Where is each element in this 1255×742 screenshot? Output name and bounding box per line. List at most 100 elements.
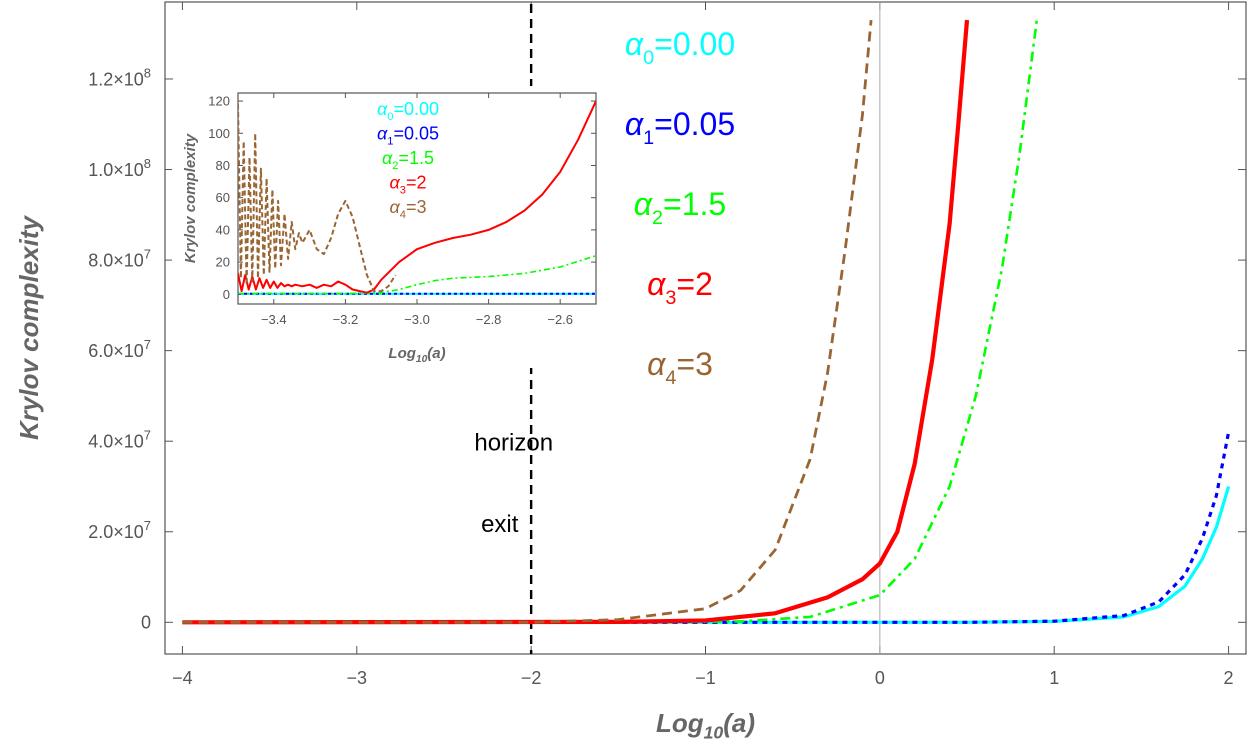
y-tick-mantissa: 0 (141, 613, 151, 633)
x-axis-title: Log10(a) (388, 345, 445, 365)
legend-symbol: α (647, 346, 666, 382)
y-tick-label: 60 (216, 190, 230, 205)
legend-symbol: α (389, 173, 400, 193)
legend-subscript: 1 (643, 127, 654, 149)
y-tick-label: 20 (216, 255, 230, 270)
legend-subscript: 2 (392, 160, 398, 172)
legend-value: =2 (406, 173, 427, 193)
y-tick-mantissa: 6.0×10 (88, 341, 144, 361)
legend-entry: α0=0.00 (377, 99, 439, 123)
x-tick-label: −4 (172, 668, 193, 688)
y-tick-label: 4.0×107 (88, 427, 151, 451)
y-tick-label: 80 (216, 158, 230, 173)
x-axis-title-subscript: 10 (416, 354, 428, 365)
legend-subscript: 4 (665, 367, 676, 389)
x-tick-label: 1 (1049, 668, 1059, 688)
y-tick-exponent: 7 (144, 427, 151, 442)
x-axis-title-tail: (a) (427, 345, 445, 362)
y-tick-exponent: 7 (144, 337, 151, 352)
legend-subscript: 3 (400, 185, 406, 197)
y-tick-exponent: 7 (144, 518, 151, 533)
y-tick-label: 40 (216, 222, 230, 237)
series-line (182, 19, 970, 625)
series-line (182, 19, 873, 624)
y-tick-mantissa: 8.0×10 (88, 250, 144, 270)
y-tick-exponent: 7 (144, 246, 151, 261)
x-tick-label: −2 (521, 668, 542, 688)
legend-symbol: α (625, 26, 644, 62)
x-axis-title-subscript: 10 (704, 723, 724, 742)
legend-subscript: 0 (643, 47, 654, 69)
x-tick-label: −3.4 (261, 312, 287, 327)
legend-subscript: 1 (387, 136, 393, 148)
legend-entry: α3=2 (647, 266, 713, 309)
legend-subscript: 4 (400, 209, 406, 221)
x-axis-title-main: Log (388, 345, 416, 362)
x-axis-title: Log10(a) (656, 708, 755, 742)
y-tick-label: 0 (141, 613, 151, 633)
legend-value: =2 (676, 266, 712, 302)
y-tick-label: 6.0×107 (88, 337, 151, 361)
y-tick-mantissa: 4.0×10 (88, 431, 144, 451)
plot-frame (237, 92, 597, 305)
legend-value: =0.05 (654, 106, 735, 142)
y-tick-label: 1.2×108 (88, 65, 151, 89)
x-tick-label: −3.2 (333, 312, 359, 327)
inset-plot: −3.4 −3.2 −3.0 −2.8 −2.6020406080100120Log10… (172, 86, 604, 368)
legend-entry: α0=0.00 (625, 26, 735, 69)
annotation-label: horizon (474, 429, 553, 456)
legend-symbol: α (382, 148, 393, 168)
x-tick-label: −3.0 (404, 312, 430, 327)
legend-entry: α1=0.05 (625, 106, 735, 149)
legend-entry: α2=1.5 (634, 186, 726, 229)
legend-subscript: 3 (665, 287, 676, 309)
x-tick-label: −3 (347, 668, 368, 688)
y-axis-title: Krylov complexity (14, 214, 44, 440)
legend-entry: α4=3 (389, 197, 426, 221)
legend-value: =1.5 (663, 186, 726, 222)
legend-value: =0.05 (393, 124, 439, 144)
annotation-label: exit (481, 511, 519, 538)
x-tick-label: −2.6 (547, 312, 573, 327)
series-line (182, 431, 1231, 624)
y-tick-label: 0 (223, 287, 230, 302)
series-line (238, 100, 596, 294)
legend-value: =0.00 (654, 26, 735, 62)
y-tick-label: 100 (208, 126, 230, 141)
legend-entry: α3=2 (389, 173, 426, 197)
legend-value: =1.5 (398, 148, 434, 168)
legend-entry: α4=3 (647, 346, 713, 389)
y-tick-mantissa: 1.2×10 (88, 69, 144, 89)
y-tick-label: 8.0×107 (88, 246, 151, 270)
y-tick-label: 120 (208, 94, 230, 109)
legend-symbol: α (634, 186, 653, 222)
legend-subscript: 2 (652, 207, 663, 229)
y-tick-label: 1.0×108 (88, 156, 151, 180)
x-tick-label: −1 (695, 668, 716, 688)
legend-symbol: α (377, 124, 388, 144)
x-tick-label: 2 (1224, 668, 1234, 688)
legend-entry: α2=1.5 (382, 148, 434, 172)
legend-entry: α1=0.05 (377, 124, 439, 148)
y-tick-label: 2.0×107 (88, 518, 151, 542)
y-tick-mantissa: 2.0×10 (88, 522, 144, 542)
x-axis-title-tail: (a) (723, 708, 755, 738)
legend-value: =3 (406, 197, 427, 217)
legend-value: =3 (676, 346, 712, 382)
series-line (238, 254, 596, 295)
legend-value: =0.00 (393, 99, 439, 119)
series-line (182, 19, 1039, 624)
y-tick-exponent: 8 (144, 156, 151, 171)
legend-symbol: α (377, 99, 388, 119)
y-axis-title: Krylov complexity (182, 133, 199, 263)
legend-symbol: α (625, 106, 644, 142)
legend-symbol: α (647, 266, 666, 302)
x-tick-label: −2.8 (476, 312, 502, 327)
x-tick-label: 0 (875, 668, 885, 688)
legend-subscript: 0 (387, 111, 393, 123)
y-tick-exponent: 8 (144, 65, 151, 80)
x-axis-title-main: Log (656, 708, 704, 738)
series-line (238, 104, 397, 293)
legend-symbol: α (389, 197, 400, 217)
